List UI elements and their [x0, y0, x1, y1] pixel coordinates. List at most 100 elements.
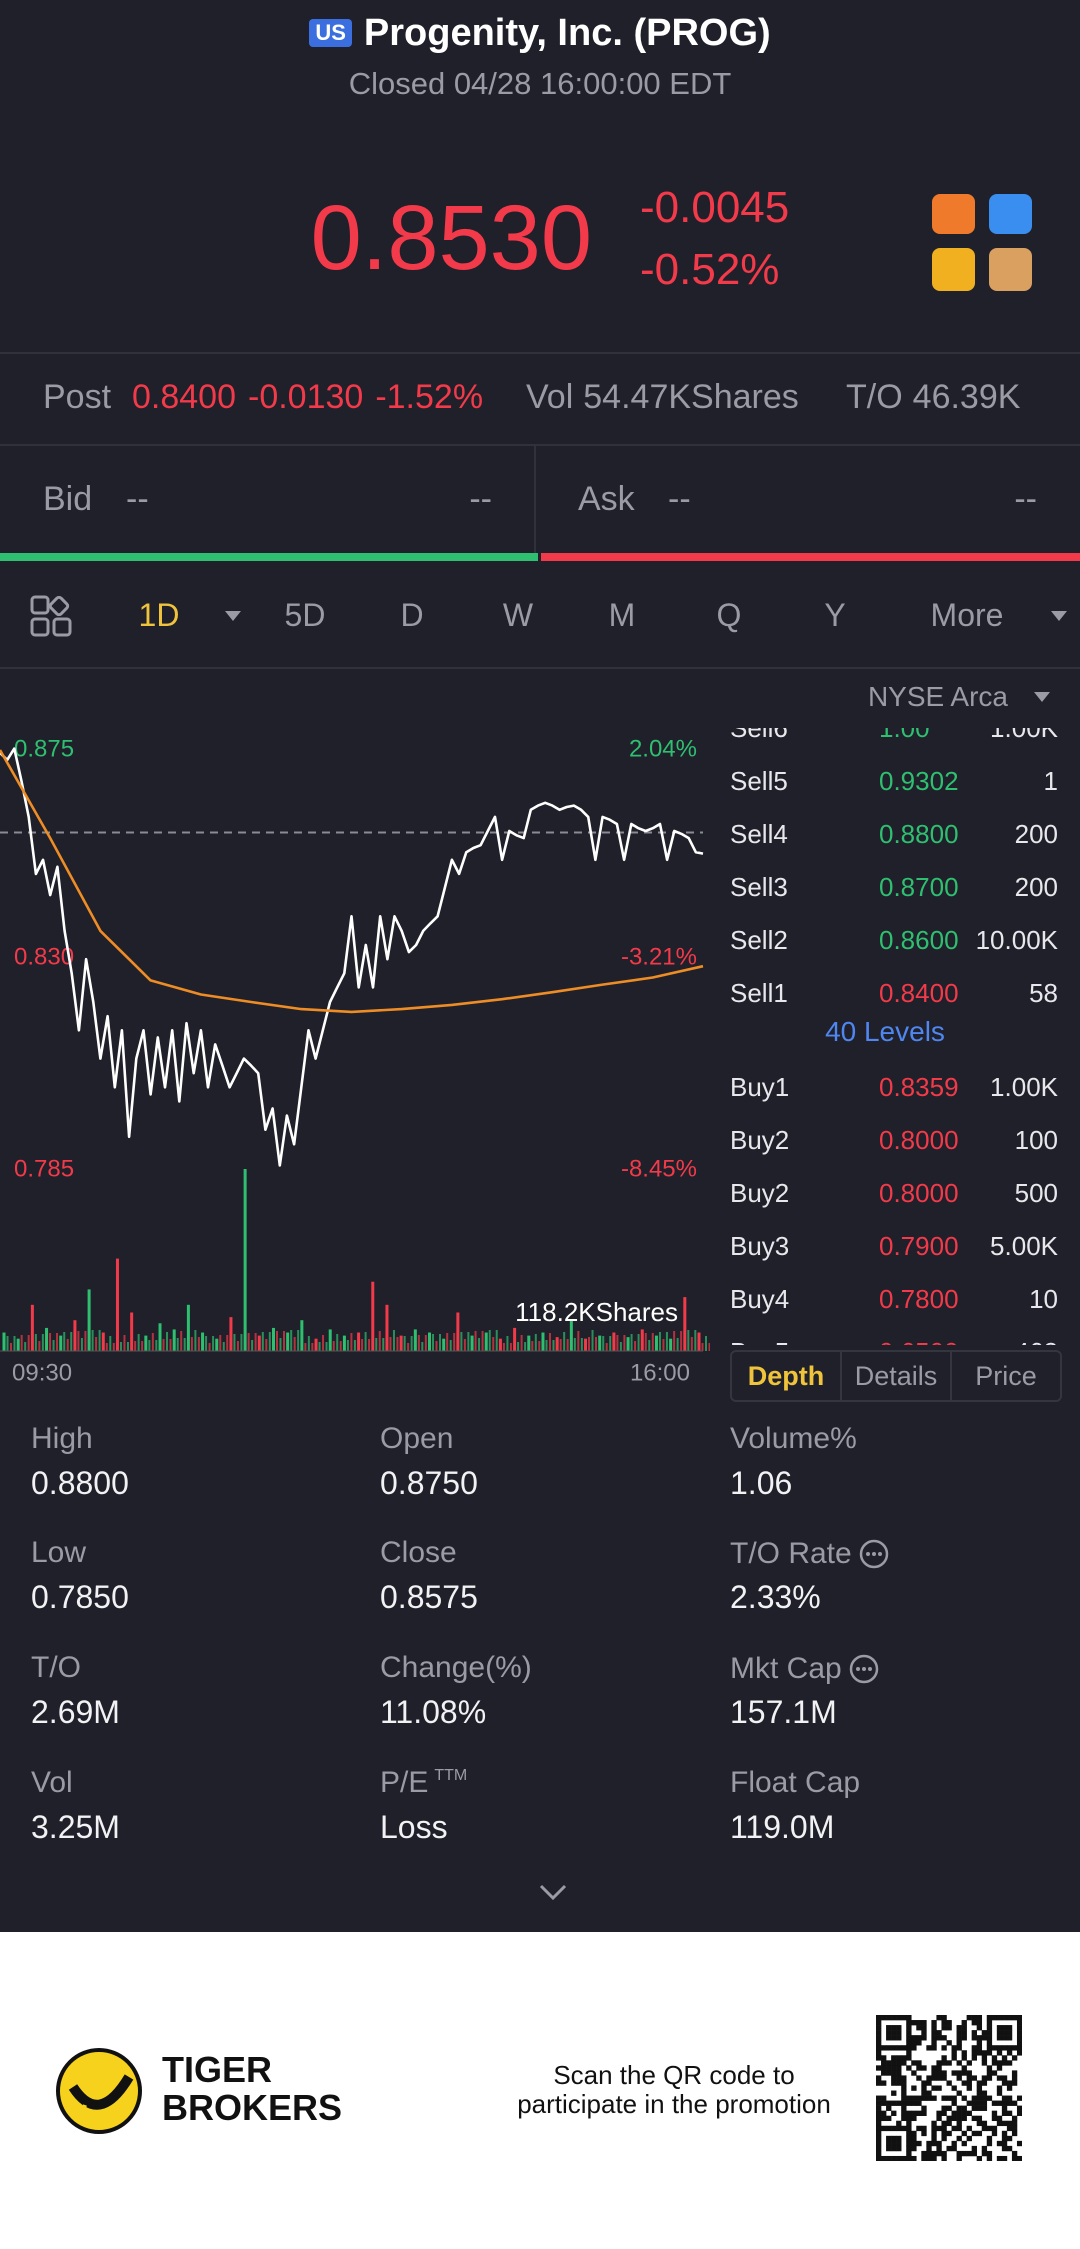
volume-bar — [584, 1338, 588, 1351]
tab[interactable]: Q — [716, 597, 742, 633]
volume-tick — [690, 1337, 693, 1351]
book-price: 0.7800 — [879, 1283, 959, 1314]
qr-cell — [881, 2045, 887, 2051]
tab[interactable]: Y — [824, 597, 846, 633]
qr-cell — [986, 2095, 993, 2101]
qr-cell — [1011, 2100, 1018, 2106]
icon[interactable] — [932, 194, 975, 234]
book-label: Buy2 — [730, 1124, 790, 1155]
status: Closed 04/28 16:00:00 EDT — [348, 66, 732, 101]
stat-value: 11.08% — [380, 1694, 487, 1730]
volume-bar — [158, 1323, 162, 1351]
vol-label: Vol — [526, 378, 574, 416]
dropdown-arrow — [1051, 611, 1067, 621]
qr-cell — [1001, 2060, 1008, 2066]
qr-cell — [936, 2110, 942, 2116]
volume-tick — [325, 1342, 328, 1351]
market-badge: US — [309, 19, 352, 47]
stat-label: Close — [380, 1538, 457, 1568]
qr-cell — [891, 2080, 897, 2086]
tab[interactable]: 1D — [138, 597, 180, 633]
info-icon[interactable] — [848, 1653, 880, 1685]
qr-cell — [906, 2095, 912, 2101]
qr-cell — [931, 2070, 937, 2076]
volume-tick — [517, 1342, 520, 1351]
volume-bar — [2, 1332, 6, 1351]
book-label: Sell4 — [730, 819, 788, 849]
volume-bar — [640, 1329, 644, 1351]
qr-cell — [916, 2140, 922, 2147]
qr-cell — [936, 2150, 942, 2157]
qr-cell — [936, 2030, 942, 2036]
volume-tick — [119, 1342, 122, 1351]
qr-cell — [971, 2105, 977, 2111]
volume-tick — [27, 1335, 30, 1351]
volume-tick — [534, 1334, 537, 1351]
qr-cell — [976, 2080, 983, 2086]
qr-cell — [896, 2065, 902, 2071]
qr-cell — [896, 2055, 902, 2061]
tab[interactable]: 5D — [284, 597, 326, 633]
qr-cell — [901, 2075, 907, 2081]
order-book: Sell6 1.00 1.00K Sell5 0.9302 1 Sell4 0.8800 200… — [720, 728, 1070, 1345]
qr-cell — [1011, 2075, 1018, 2081]
book-tab[interactable]: Depth — [747, 1361, 825, 1391]
qr-cell — [1006, 2030, 1013, 2036]
qr-cell — [916, 2040, 922, 2046]
qr-cell — [921, 2105, 927, 2111]
divider — [534, 446, 536, 553]
book-price: 0.8700 — [879, 872, 959, 902]
pct-label: -3.21% — [621, 943, 697, 970]
book-tab[interactable]: Details — [840, 1352, 950, 1400]
volume-tick — [396, 1337, 399, 1351]
qr-code[interactable] — [876, 2015, 1022, 2161]
qr-cell — [986, 2045, 993, 2051]
qr-cell — [896, 2100, 902, 2106]
layout-icon[interactable] — [30, 595, 74, 637]
qr-cell — [976, 2025, 983, 2031]
qr-cell — [971, 2115, 977, 2122]
qr-cell — [956, 2075, 962, 2081]
qr-cell — [891, 2055, 897, 2061]
book-label: Sell5 — [730, 766, 788, 796]
volume-bar — [428, 1332, 432, 1351]
qr-cell — [981, 2105, 988, 2111]
qr-cell — [901, 2125, 907, 2132]
exchange[interactable]: NYSE Arca — [867, 681, 1008, 712]
stat-label-text: T/O Rate — [730, 1537, 852, 1570]
qr-cell — [961, 2070, 967, 2076]
qr-cell — [941, 2135, 947, 2142]
qr-cell — [971, 2145, 977, 2152]
qr-cell — [931, 2030, 937, 2036]
icon[interactable] — [932, 248, 975, 291]
volume-tick — [183, 1338, 186, 1351]
volume-tick — [495, 1330, 498, 1351]
tab[interactable]: D — [400, 597, 424, 633]
to: 46.39K — [912, 378, 1021, 416]
stat-label: P/E TTM — [380, 1768, 467, 1798]
icon[interactable] — [989, 248, 1032, 291]
book-tab[interactable]: Price — [950, 1352, 1060, 1400]
qr-cell — [986, 2050, 993, 2056]
qr-cell — [971, 2075, 977, 2081]
volume-bar — [300, 1320, 304, 1351]
expand-chevron[interactable] — [538, 1882, 568, 1902]
qr-cell — [1006, 2045, 1013, 2051]
qr-cell — [966, 2150, 972, 2157]
qr-cell — [926, 2045, 932, 2051]
tab[interactable]: More — [930, 597, 1004, 633]
volume-bar — [697, 1332, 701, 1351]
qr-cell — [966, 2135, 972, 2142]
info-icon[interactable] — [858, 1538, 890, 1570]
volume-bar — [683, 1297, 687, 1351]
book-price: 0.7900 — [879, 1230, 959, 1261]
tab[interactable]: W — [502, 597, 534, 633]
tab[interactable]: M — [608, 597, 636, 633]
volume-tick — [336, 1334, 339, 1351]
qr-cell — [901, 2100, 907, 2106]
qr-cell — [901, 2015, 907, 2021]
qr-cell — [911, 2145, 917, 2152]
book-size: 500 — [1014, 1177, 1058, 1208]
icon[interactable] — [989, 194, 1032, 234]
